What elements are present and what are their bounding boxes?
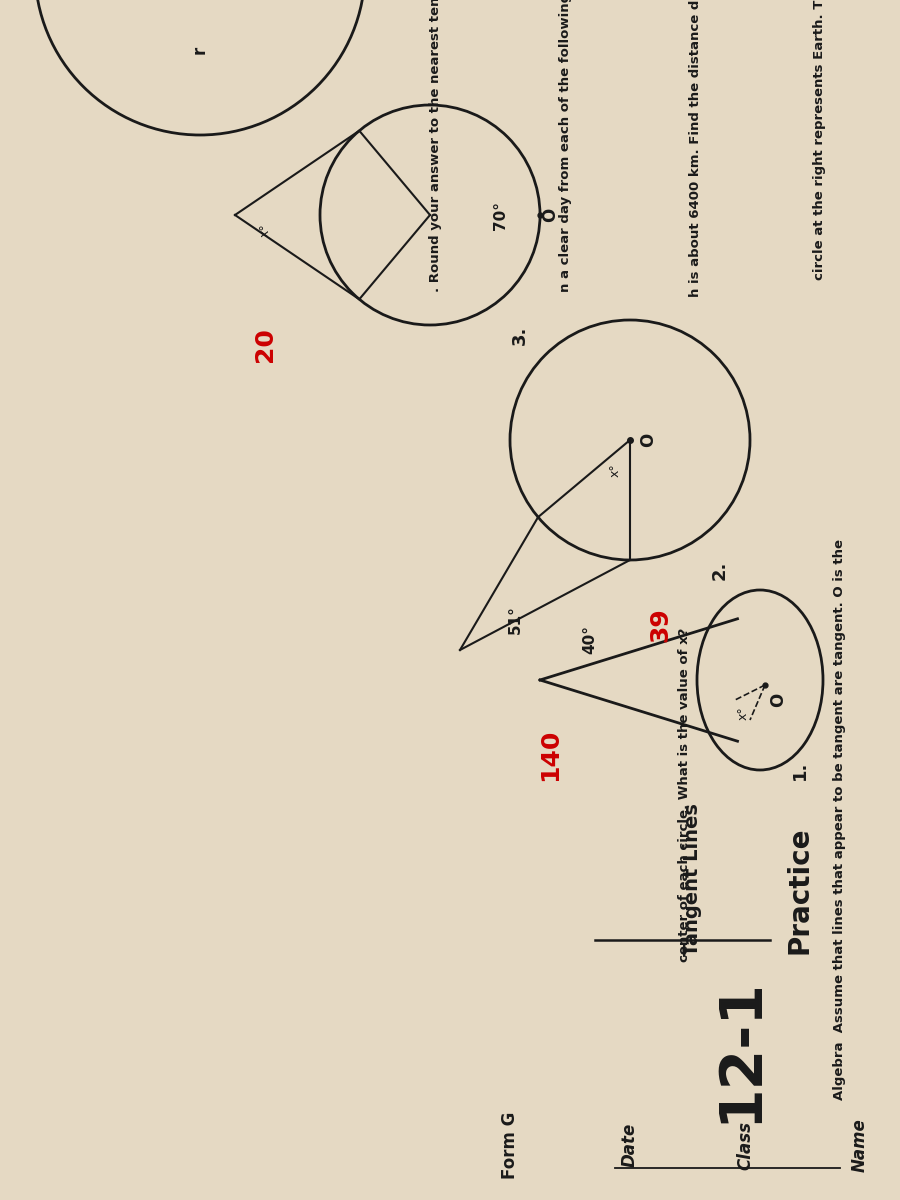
Text: O: O	[639, 433, 657, 448]
Text: 3.: 3.	[511, 325, 529, 344]
Text: x°: x°	[736, 706, 750, 720]
Text: x°: x°	[258, 223, 272, 236]
Text: 70°: 70°	[492, 200, 508, 229]
Text: circle at the right represents Earth. The radius of the: circle at the right represents Earth. Th…	[814, 0, 826, 280]
Text: 40°: 40°	[582, 625, 598, 654]
Text: Form G: Form G	[501, 1111, 519, 1178]
Text: h is about 6400 km. Find the distance d that a person can: h is about 6400 km. Find the distance d …	[688, 0, 701, 296]
Text: Algebra  Assume that lines that appear to be tangent are tangent. O is the: Algebra Assume that lines that appear to…	[833, 540, 847, 1100]
Text: 2.: 2.	[711, 560, 729, 580]
Text: 20: 20	[253, 328, 277, 362]
Text: 51°: 51°	[508, 606, 523, 635]
Text: Practice: Practice	[786, 827, 814, 954]
Text: x°: x°	[608, 463, 622, 476]
Text: r: r	[191, 46, 209, 54]
Text: 1.: 1.	[791, 761, 809, 780]
Text: center of each circle. What is the value of x?: center of each circle. What is the value…	[679, 628, 691, 962]
Text: . Round your answer to the nearest tenth of a kilometer.: . Round your answer to the nearest tenth…	[428, 0, 442, 292]
Text: Date: Date	[621, 1123, 639, 1168]
Text: n a clear day from each of the following heights h above: n a clear day from each of the following…	[559, 0, 572, 292]
Text: 12-1: 12-1	[712, 977, 769, 1123]
Text: Class: Class	[736, 1121, 754, 1170]
Text: O: O	[541, 208, 559, 222]
Text: Name: Name	[851, 1118, 869, 1172]
Text: O: O	[769, 692, 787, 707]
Text: 39: 39	[648, 607, 672, 642]
Text: Tangent Lines: Tangent Lines	[682, 804, 701, 956]
Text: 140: 140	[538, 728, 562, 781]
